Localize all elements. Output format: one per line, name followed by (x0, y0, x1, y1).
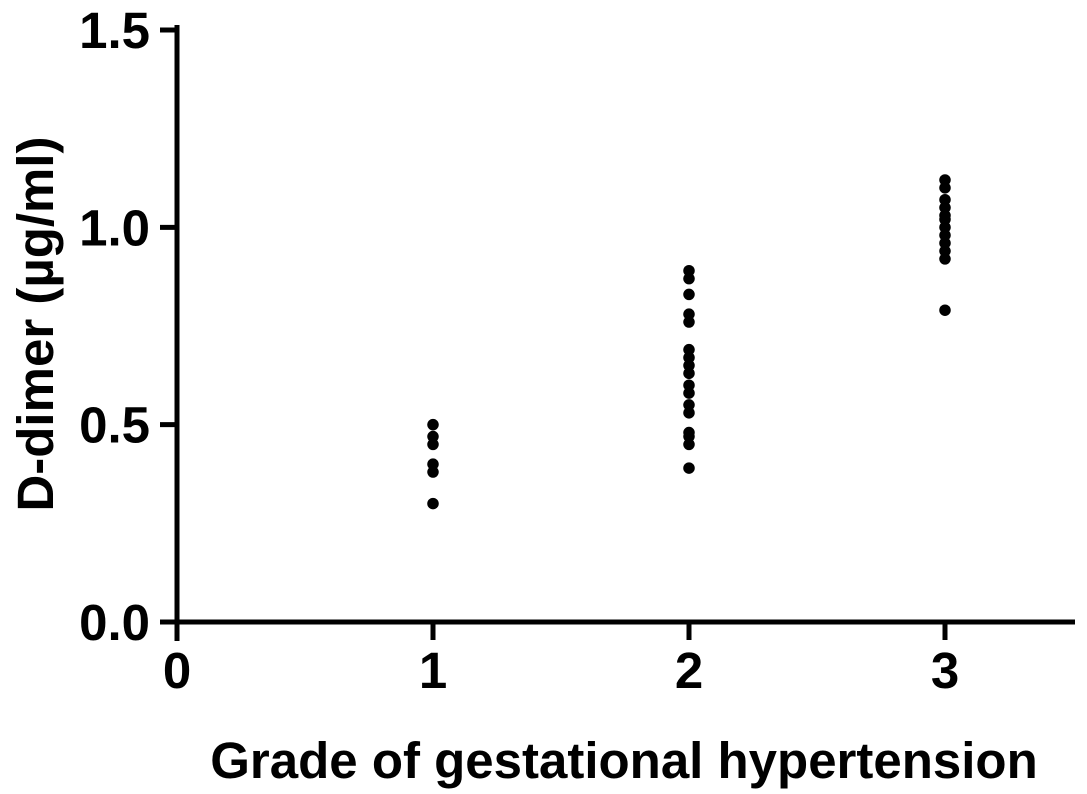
data-point (427, 466, 439, 478)
x-tick-label: 1 (419, 642, 447, 699)
data-point (683, 343, 695, 356)
data-point (427, 430, 439, 443)
y-axis-title: D-dimer (µg/ml) (6, 136, 64, 512)
data-point (939, 182, 951, 194)
data-point (427, 497, 439, 510)
data-point (683, 272, 695, 285)
data-point (683, 462, 695, 474)
y-tick-label: 1.5 (79, 2, 150, 59)
x-tick-label: 0 (163, 642, 191, 699)
data-point (683, 316, 695, 328)
x-tick-label: 2 (675, 642, 703, 699)
data-point (683, 399, 695, 411)
x-axis-title: Grade of gestational hypertension (210, 732, 1038, 789)
data-point (939, 229, 951, 241)
data-point (939, 245, 951, 257)
data-point (683, 430, 695, 443)
data-point (427, 438, 439, 451)
data-point (683, 359, 695, 372)
data-point (939, 221, 951, 234)
data-point (683, 379, 695, 391)
data-point (939, 213, 951, 226)
data-point (683, 407, 695, 419)
data-point (683, 308, 695, 320)
data-point (683, 264, 695, 277)
data-point (939, 193, 951, 206)
y-tick-label: 1.0 (79, 199, 150, 256)
y-tick-label: 0.5 (79, 397, 150, 454)
data-point (939, 253, 951, 265)
data-point (683, 288, 695, 301)
data-point (939, 237, 951, 249)
data-point (683, 367, 695, 380)
data-point (427, 418, 439, 431)
data-point (683, 438, 695, 451)
data-point (939, 304, 951, 316)
data-point (939, 201, 951, 214)
data-point (683, 387, 695, 399)
data-point (683, 351, 695, 364)
y-tick-label: 0.0 (79, 594, 150, 651)
x-tick-label: 3 (931, 642, 959, 699)
data-point (939, 174, 951, 186)
data-point (427, 458, 439, 470)
